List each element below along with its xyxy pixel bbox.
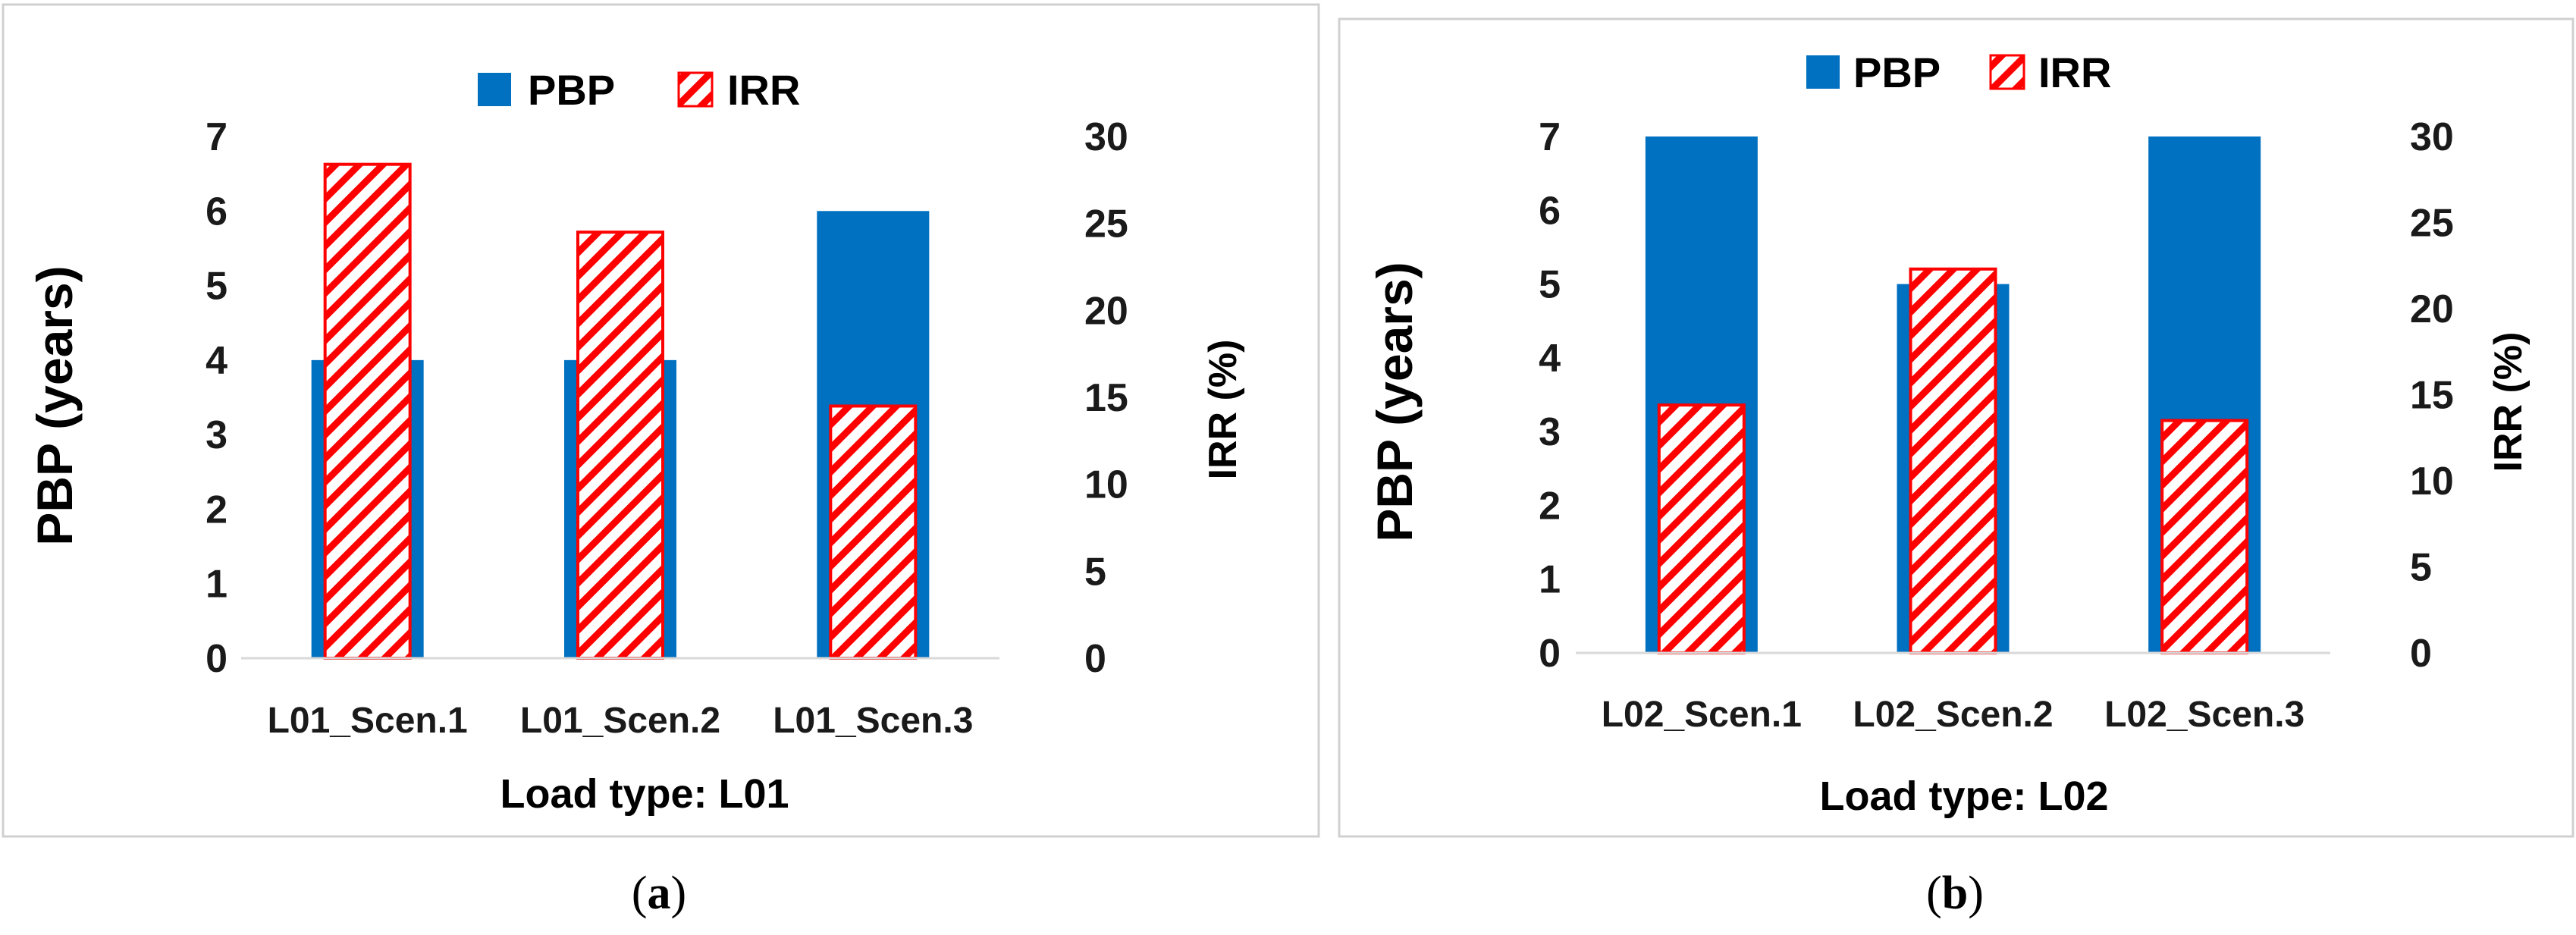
category-labels: L01_Scen.1 L01_Scen.2 L01_Scen.3	[268, 701, 974, 741]
right-axis-ticks: 0 5 10 15 20 25 30	[1084, 115, 1128, 681]
left-axis-ticks: 0 1 2 3 4 5 6 7	[206, 115, 227, 681]
category-label: L01_Scen.1	[268, 701, 468, 741]
y2-tick-label: 0	[2410, 632, 2432, 676]
y-tick-label: 0	[1539, 632, 1561, 676]
panel-label-b: (b)	[1926, 868, 1984, 919]
y-tick-label: 7	[1539, 115, 1561, 159]
y-tick-label: 1	[1539, 558, 1561, 602]
x-axis-title: Load type: L01	[500, 771, 789, 817]
bar-irr	[576, 231, 664, 660]
y2-axis-title: IRR (%)	[2487, 332, 2531, 472]
y2-tick-label: 25	[1084, 202, 1128, 246]
category-label: L02_Scen.1	[1602, 695, 1802, 735]
category-label: L01_Scen.2	[520, 701, 720, 741]
y-axis-title: PBP (years)	[1366, 262, 1423, 541]
y2-tick-label: 20	[2410, 287, 2454, 331]
plot-area	[1576, 136, 2330, 654]
y-tick-label: 1	[206, 563, 227, 607]
y-tick-label: 2	[1539, 484, 1561, 528]
y2-tick-label: 5	[2410, 546, 2432, 590]
right-axis-ticks: 0 5 10 15 20 25 30	[2410, 115, 2454, 676]
y-tick-label: 4	[1539, 337, 1561, 381]
y-tick-label: 0	[206, 637, 227, 681]
y-tick-label: 4	[206, 339, 227, 383]
category-labels: L02_Scen.1 L02_Scen.2 L02_Scen.3	[1602, 695, 2305, 735]
category-label: L02_Scen.3	[2104, 695, 2305, 735]
y-tick-label: 5	[1539, 263, 1561, 307]
legend-swatch-pbp	[478, 73, 511, 106]
y-tick-label: 3	[206, 413, 227, 457]
y2-tick-label: 5	[1084, 550, 1106, 594]
y2-tick-label: 20	[1084, 289, 1128, 333]
legend-label-pbp: PBP	[1853, 49, 1941, 96]
category-label: L01_Scen.3	[773, 701, 973, 741]
y-axis-title: PBP (years)	[27, 265, 83, 545]
y-tick-label: 2	[206, 488, 227, 532]
legend-swatch-irr	[1989, 54, 2025, 90]
plot-area	[241, 162, 999, 660]
panel-label-a: (a)	[632, 868, 686, 919]
bar-irr	[1909, 267, 1997, 654]
legend: PBP IRR	[478, 66, 800, 114]
y-tick-label: 7	[206, 115, 227, 159]
y2-tick-label: 0	[1084, 637, 1106, 681]
y2-tick-label: 15	[1084, 376, 1128, 420]
x-axis-title: Load type: L02	[1819, 773, 2108, 819]
legend-label-irr: IRR	[727, 66, 800, 114]
y2-tick-label: 30	[2410, 115, 2454, 159]
left-axis-ticks: 0 1 2 3 4 5 6 7	[1539, 115, 1561, 676]
legend: PBP IRR	[1806, 49, 2111, 96]
y-tick-label: 6	[1539, 189, 1561, 233]
panel-label-a-letter: a	[648, 868, 671, 919]
legend-swatch-irr	[677, 71, 714, 108]
y2-tick-label: 10	[1084, 463, 1128, 507]
y-tick-label: 6	[206, 190, 227, 234]
y2-tick-label: 25	[2410, 202, 2454, 246]
y-tick-label: 3	[1539, 410, 1561, 454]
y2-tick-label: 30	[1084, 115, 1128, 159]
legend-label-pbp: PBP	[528, 66, 615, 114]
legend-label-irr: IRR	[2038, 49, 2111, 96]
category-label: L02_Scen.2	[1853, 695, 2053, 735]
legend-swatch-pbp	[1806, 55, 1840, 89]
bar-irr	[1657, 403, 1746, 654]
bar-irr	[2160, 419, 2249, 654]
y2-tick-label: 15	[2410, 374, 2454, 418]
y2-tick-label: 10	[2410, 460, 2454, 504]
y-tick-label: 5	[206, 265, 227, 309]
bar-irr	[829, 404, 918, 660]
panel-label-b-letter: b	[1942, 868, 1968, 919]
bar-irr	[323, 162, 412, 660]
y2-axis-title: IRR (%)	[1201, 340, 1245, 480]
